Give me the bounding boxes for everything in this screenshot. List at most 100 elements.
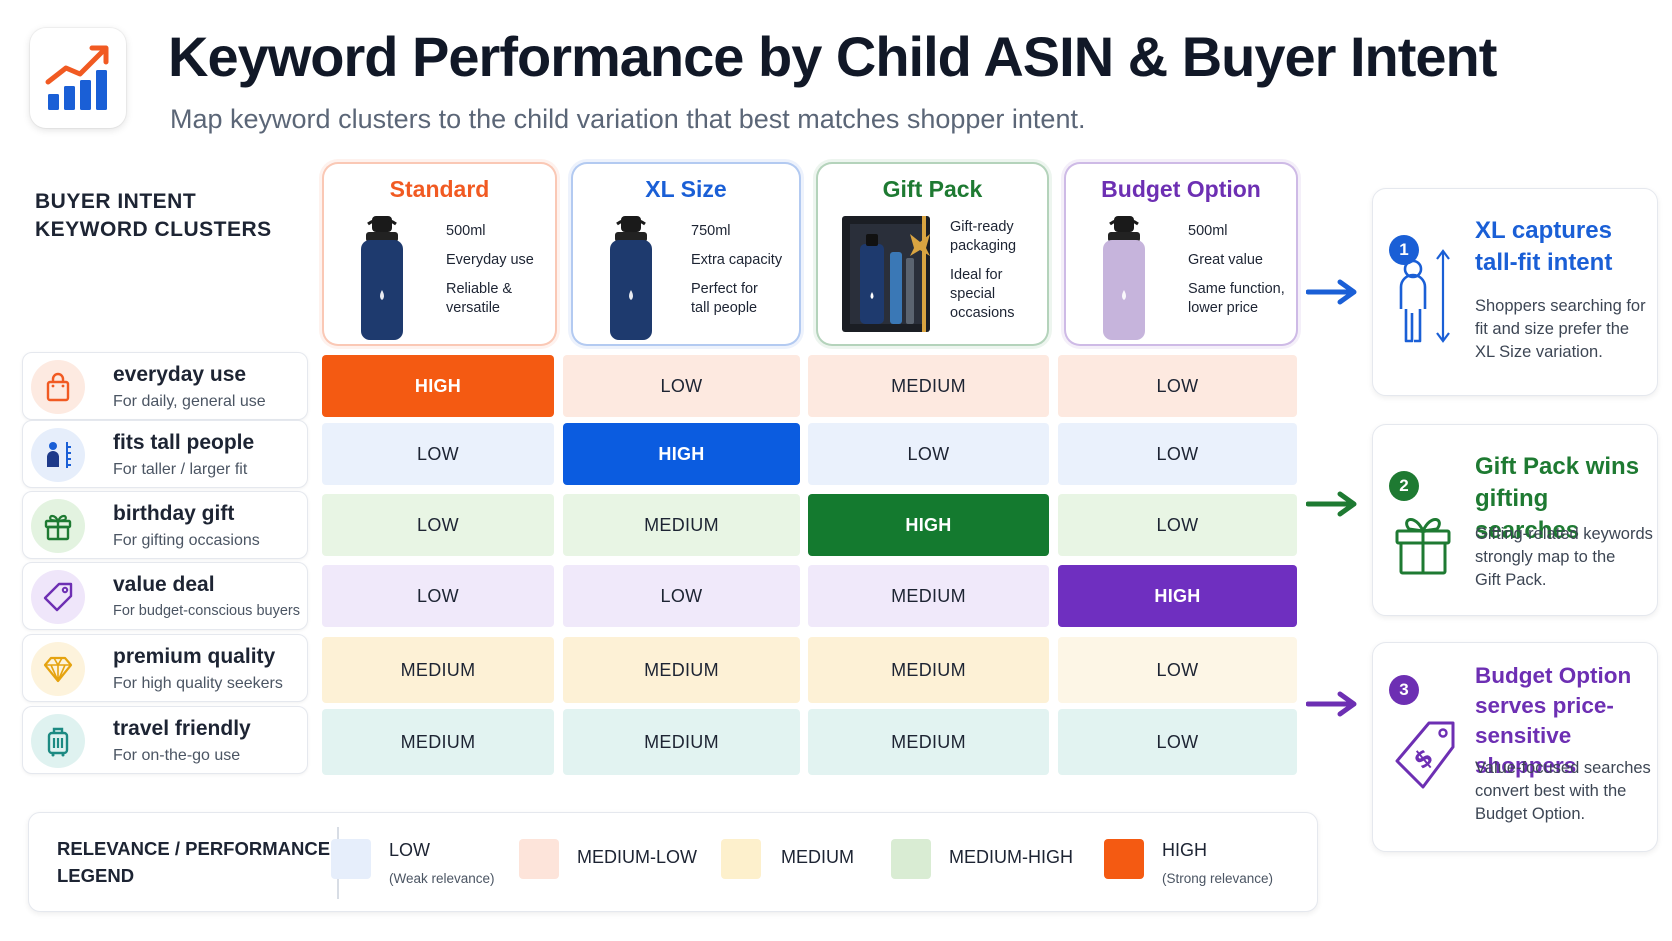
relevance-cell: LOW (563, 355, 800, 417)
cluster-title: premium quality (113, 645, 276, 668)
legend-title-line: RELEVANCE / PERFORMANCE (57, 838, 331, 859)
insight-card-2: 2 Gift Pack wins gifting searches Gifting-… (1372, 424, 1658, 616)
product-feature: Gift-ready packaging (950, 219, 1017, 254)
cluster-subtitle: For taller / larger fit (113, 461, 248, 478)
relevance-cell: LOW (1058, 637, 1297, 703)
insight-number-badge: 3 (1389, 675, 1419, 705)
legend-label: HIGH (1162, 840, 1207, 860)
relevance-cell: LOW (322, 423, 554, 485)
relevance-cell: LOW (1058, 423, 1297, 485)
cluster-subtitle: For gifting occasions (113, 532, 260, 549)
product-feature: 500ml (1188, 223, 1228, 239)
gift-box-image (840, 212, 932, 341)
keyword-cluster-2: birthday gift For gifting occasions (22, 491, 308, 559)
product-features: Gift-ready packaging Ideal for special oc… (950, 218, 1016, 333)
arrow-right-icon (1305, 690, 1362, 723)
legend: RELEVANCE / PERFORMANCE LEGEND LOW (Weak … (28, 812, 1318, 912)
insight-card-3: 3 $ Budget Option serves price- sensitive … (1372, 642, 1658, 852)
relevance-cell: MEDIUM (563, 709, 800, 775)
page-subtitle: Map keyword clusters to the child variat… (170, 104, 1086, 134)
legend-label: MEDIUM-HIGH (949, 847, 1073, 867)
product-card-1: XL Size 750ml Extra capacity Perfect for t… (571, 162, 801, 346)
legend-sublabel: (Strong relevance) (1162, 871, 1274, 886)
insight-body: Shoppers searching for fit and size pref… (1475, 297, 1646, 361)
trending-bar-chart-icon (45, 45, 109, 110)
person-height-icon (31, 428, 85, 482)
cluster-title: travel friendly (113, 717, 251, 740)
legend-swatch (1104, 839, 1144, 879)
keyword-cluster-4: premium quality For high quality seekers (22, 634, 308, 702)
shopping-bag-icon (31, 360, 85, 414)
legend-swatch (331, 839, 371, 879)
relevance-cell: MEDIUM (808, 709, 1049, 775)
legend-label: LOW (389, 840, 431, 860)
cluster-title: value deal (113, 573, 215, 596)
legend-label: MEDIUM-LOW (577, 847, 697, 867)
water-bottle-image (1100, 216, 1148, 347)
cluster-title: fits tall people (113, 431, 255, 454)
legend-swatch (721, 839, 761, 879)
arrow-right-icon (1305, 278, 1362, 311)
relevance-cell: MEDIUM (563, 494, 800, 556)
cluster-subtitle: For on-the-go use (113, 747, 241, 764)
relevance-cell: MEDIUM (808, 565, 1049, 627)
cluster-subtitle: For budget-conscious buyers (113, 603, 300, 619)
legend-title: RELEVANCE / PERFORMANCE LEGEND (57, 835, 330, 889)
relevance-cell: LOW (322, 565, 554, 627)
price-tag-icon (31, 570, 85, 624)
product-card-0: Standard 500ml Everyday use Reliable & ver… (322, 162, 557, 346)
legend-sublabel: (Weak relevance) (389, 871, 495, 886)
relevance-cell: HIGH (1058, 565, 1297, 627)
product-feature: 500ml (446, 223, 486, 239)
product-feature: Reliable & versatile (446, 281, 513, 316)
product-card-2: Gift Pack Gift-ready packaging Ideal for … (816, 162, 1049, 346)
person-height-icon (1393, 249, 1453, 350)
keyword-cluster-5: travel friendly For on-the-go use (22, 706, 308, 774)
cluster-subtitle: For daily, general use (113, 393, 266, 410)
luggage-icon (31, 714, 85, 768)
product-features: 500ml Everyday use Reliable & versatile (446, 222, 534, 328)
product-features: 750ml Extra capacity Perfect for tall peop… (691, 222, 782, 328)
dollar-tag-icon: $ (1393, 719, 1459, 796)
relevance-cell: HIGH (808, 494, 1049, 556)
relevance-cell: MEDIUM (808, 355, 1049, 417)
page-title: Keyword Performance by Child ASIN & Buye… (168, 25, 1497, 88)
relevance-cell: LOW (808, 423, 1049, 485)
product-features: 500ml Great value Same function, lower pri… (1188, 222, 1285, 328)
clusters-header-line: BUYER INTENT (35, 190, 197, 213)
water-bottle-image (607, 216, 655, 347)
insight-body: Gifting-related keywords strongly map to… (1475, 525, 1653, 589)
legend-title-line: LEGEND (57, 865, 135, 886)
keyword-cluster-0: everyday use For daily, general use (22, 352, 308, 420)
cluster-title: birthday gift (113, 502, 235, 525)
legend-swatch (519, 839, 559, 879)
relevance-cell: LOW (563, 565, 800, 627)
relevance-cell: LOW (1058, 355, 1297, 417)
product-card-3: Budget Option 500ml Great value Same funct… (1064, 162, 1298, 346)
relevance-cell: MEDIUM (322, 709, 554, 775)
insight-title: Budget Option serves price- sensitive sh… (1475, 663, 1632, 778)
relevance-cell: MEDIUM (808, 637, 1049, 703)
diamond-icon (31, 642, 85, 696)
cluster-title: everyday use (113, 363, 247, 386)
product-feature: Same function, lower price (1188, 281, 1285, 316)
clusters-header-line: KEYWORD CLUSTERS (35, 218, 272, 241)
arrow-right-icon (1305, 490, 1362, 523)
insight-title: Gift Pack wins gifting searches (1475, 453, 1640, 544)
gift-icon (1393, 509, 1453, 582)
insight-title: XL captures tall-fit intent (1475, 217, 1613, 276)
product-feature: Great value (1188, 252, 1263, 268)
insight-card-1: 1 XL captures tall-fit intent Shoppers sea… (1372, 188, 1658, 396)
keyword-cluster-1: fits tall people For taller / larger fit (22, 420, 308, 488)
insight-body: Value-focused searches convert best with… (1475, 759, 1651, 823)
relevance-cell: LOW (1058, 494, 1297, 556)
product-feature: 750ml (691, 223, 731, 239)
relevance-cell: MEDIUM (563, 637, 800, 703)
product-feature: Extra capacity (691, 252, 783, 268)
product-name: Budget Option (1101, 176, 1261, 202)
legend-label: MEDIUM (781, 847, 854, 867)
relevance-cell: LOW (1058, 709, 1297, 775)
product-name: Gift Pack (882, 176, 983, 202)
water-bottle-image (358, 216, 406, 347)
gift-icon (31, 499, 85, 553)
